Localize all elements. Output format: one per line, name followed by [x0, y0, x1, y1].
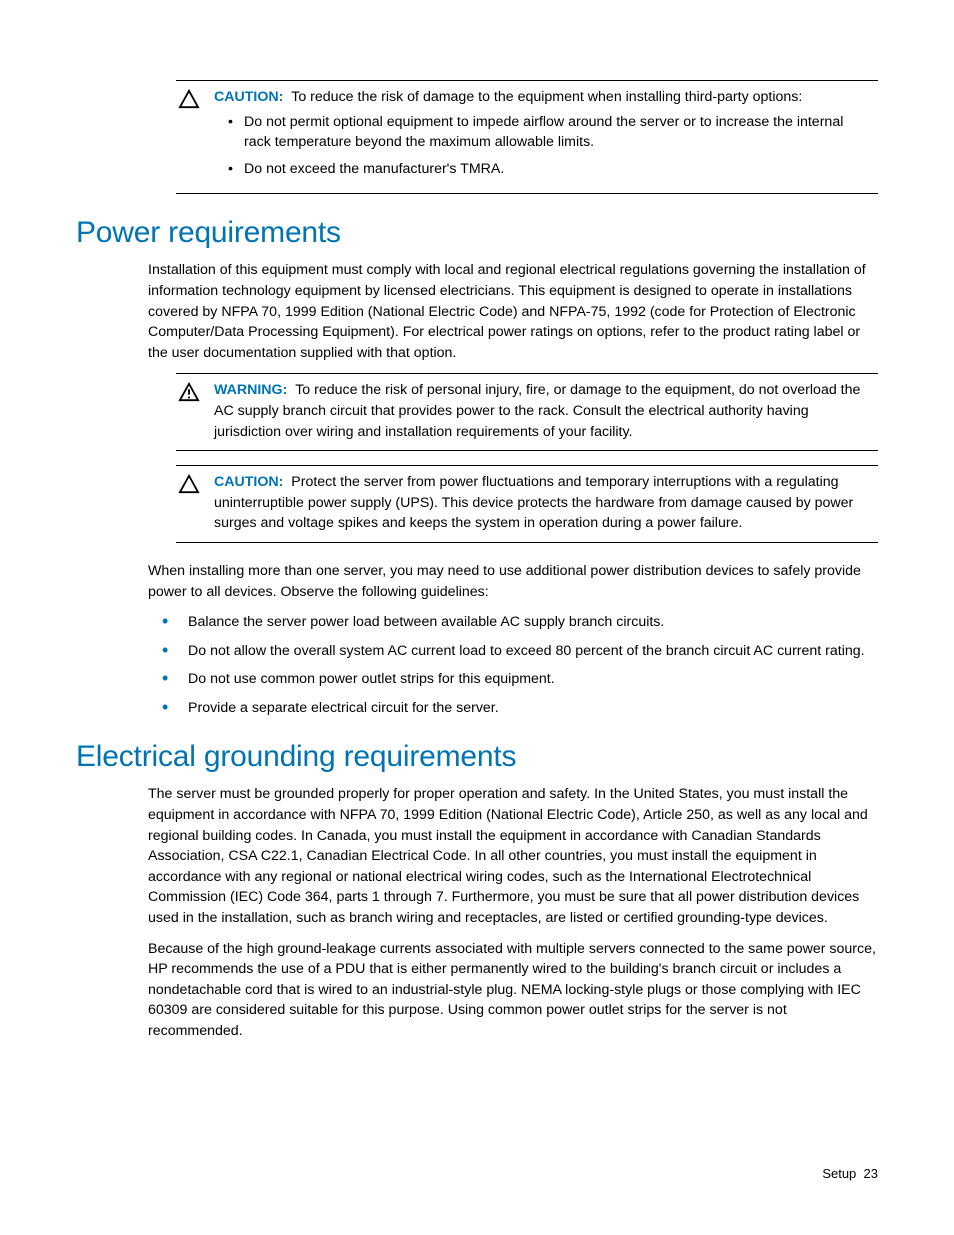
warning-icon [176, 380, 214, 442]
power-para-2: When installing more than one server, yo… [148, 561, 878, 602]
list-item: Balance the server power load between av… [148, 612, 878, 633]
caution-1-item: Do not exceed the manufacturer's TMRA. [244, 159, 874, 180]
footer-section: Setup [822, 1166, 856, 1181]
caution-box-1: CAUTION: To reduce the risk of damage to… [176, 80, 878, 194]
caution-1-item: Do not permit optional equipment to impe… [244, 112, 874, 153]
footer-page-number: 23 [864, 1166, 878, 1181]
heading-power-requirements: Power requirements [76, 216, 878, 250]
grounding-para-1: The server must be grounded properly for… [148, 784, 878, 928]
caution-box-2: CAUTION: Protect the server from power f… [176, 465, 878, 543]
caution-2-body: Protect the server from power fluctuatio… [214, 474, 853, 531]
caution-1-list: Do not permit optional equipment to impe… [214, 112, 874, 180]
grounding-para-2: Because of the high ground-leakage curre… [148, 939, 878, 1042]
caution-icon [176, 87, 214, 185]
warning-box: WARNING: To reduce the risk of personal … [176, 373, 878, 451]
caution-1-intro: To reduce the risk of damage to the equi… [291, 89, 802, 105]
warning-text: WARNING: To reduce the risk of personal … [214, 380, 878, 442]
list-item: Do not allow the overall system AC curre… [148, 641, 878, 662]
caution-label: CAUTION: [214, 474, 283, 490]
caution-label: CAUTION: [214, 89, 283, 105]
list-item: Provide a separate electrical circuit fo… [148, 698, 878, 719]
warning-label: WARNING: [214, 382, 287, 398]
caution-2-text: CAUTION: Protect the server from power f… [214, 472, 878, 534]
caution-icon [176, 472, 214, 534]
page: CAUTION: To reduce the risk of damage to… [0, 0, 954, 1235]
power-guidelines-list: Balance the server power load between av… [148, 612, 878, 718]
heading-grounding-requirements: Electrical grounding requirements [76, 740, 878, 774]
caution-1-text: CAUTION: To reduce the risk of damage to… [214, 87, 878, 185]
warning-body: To reduce the risk of personal injury, f… [214, 382, 860, 439]
power-para-1: Installation of this equipment must comp… [148, 260, 878, 363]
list-item: Do not use common power outlet strips fo… [148, 669, 878, 690]
page-footer: Setup 23 [822, 1166, 878, 1181]
